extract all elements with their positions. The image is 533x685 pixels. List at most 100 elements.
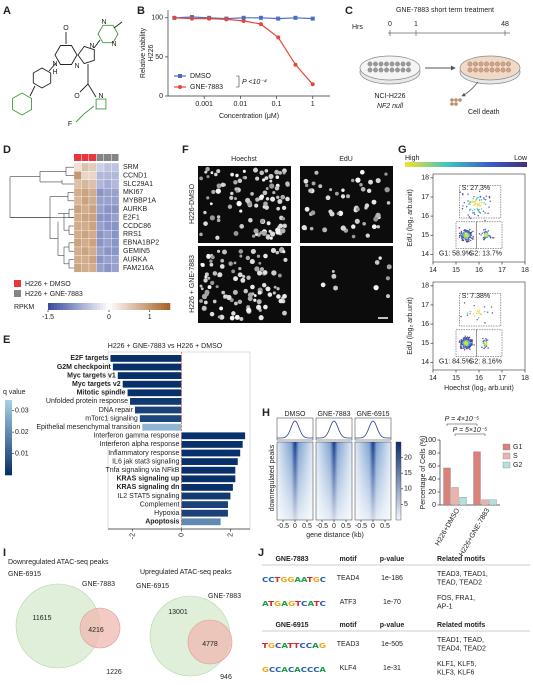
nucleus (261, 230, 267, 236)
cytometry-event (459, 191, 461, 193)
cell (367, 61, 373, 67)
nucleus (263, 201, 268, 207)
bar (139, 415, 182, 422)
cytometry-event (463, 302, 466, 304)
colorbar-segment (124, 303, 128, 310)
column-group-cell (111, 154, 119, 161)
nucleus (278, 298, 284, 304)
peak-heatmap-fade (316, 442, 352, 520)
x-tick-label: H226+GNE-7883 (458, 507, 491, 557)
nucleus (311, 181, 316, 186)
nucleus (277, 198, 283, 205)
nucleus (203, 278, 208, 283)
nucleus (270, 196, 276, 202)
colorbar-segment (5, 442, 12, 446)
x-tick-label: 0.5 (302, 523, 312, 530)
group-header: GNE-7883 (275, 556, 308, 563)
logo-letter: T (295, 600, 301, 608)
x-tick-label: 17 (498, 375, 506, 382)
cytometry-event (461, 239, 464, 242)
nucleus (270, 247, 277, 254)
colorbar-segment (5, 405, 12, 408)
profile-curve (355, 420, 391, 439)
bar (489, 499, 497, 506)
bracket (236, 75, 240, 88)
colorbar-segment (154, 303, 159, 310)
cytometry-event (477, 317, 480, 319)
nucleus (331, 269, 335, 273)
colorbar-tick-label: 1 (148, 314, 152, 321)
cytometry-event (489, 235, 491, 238)
nucleus (247, 296, 253, 302)
nucleus (237, 299, 243, 305)
nucleus (199, 176, 204, 181)
colorbar-label: Low (514, 155, 528, 162)
nucleus (272, 190, 276, 195)
nucleus (222, 249, 227, 255)
colorbar-segment (90, 303, 95, 310)
cytometry-event (460, 344, 462, 346)
y-tick-label: 20 (428, 489, 436, 496)
logo-letter: C (299, 642, 305, 650)
annotation: P = 4×10⁻⁵ (445, 416, 480, 423)
cytometry-event (489, 236, 492, 239)
nucleus (234, 314, 240, 320)
colorbar-tick-label: 0.03 (15, 408, 29, 415)
cytometry-event (464, 341, 467, 343)
cytometry-event (479, 205, 482, 207)
cytometry-event (478, 190, 481, 193)
y-tick-label: 60 (428, 463, 436, 470)
colorbar-segment (115, 303, 119, 310)
colorbar-tick-label: 15 (404, 470, 412, 477)
logo-letter: A (312, 642, 319, 650)
cytometry-event (483, 306, 486, 308)
cytometry-event (470, 339, 472, 341)
heatmap-cell (103, 230, 112, 239)
atom-label: O (74, 93, 80, 100)
heatmap-cell (73, 238, 82, 248)
nucleus (217, 272, 223, 278)
category-label: Myc targets v2 (72, 381, 121, 388)
nucleus (354, 218, 360, 224)
logo-letter: G (288, 600, 296, 608)
colorbar-segment (87, 303, 91, 310)
venn-set-label: GNE-7883 (208, 593, 241, 600)
cytometry-event (479, 212, 482, 214)
cytometry-event (484, 230, 487, 233)
y-tick-label: 100 (151, 15, 163, 22)
nucleus (249, 259, 255, 265)
cytometry-event (467, 200, 469, 202)
colorbar-tick-label: 10 (404, 486, 412, 493)
colorbar-segment (102, 303, 107, 310)
heatmap-cell (111, 213, 120, 222)
heatmap-cell (96, 188, 105, 197)
cytometry-event (467, 214, 469, 216)
cytometry-event (477, 205, 479, 207)
y-axis-label: downregulated peaks (269, 444, 276, 511)
x-tick-label: 0 (178, 533, 185, 537)
cytometry-event (467, 344, 469, 347)
nucleus (214, 172, 218, 177)
bond (83, 105, 95, 115)
nucleus (262, 270, 268, 275)
heatmap-cell (88, 171, 97, 180)
cytometry-event (486, 339, 489, 341)
heatmap-cell (81, 179, 90, 189)
colorbar-segment (57, 303, 61, 310)
cytometry-event (464, 335, 466, 337)
nucleus (229, 195, 234, 200)
heatmap-cell (88, 263, 97, 273)
cell (489, 61, 495, 67)
nucleus (206, 196, 210, 200)
cell (384, 67, 389, 73)
heatmap-cell (111, 255, 120, 264)
cell (395, 67, 400, 73)
cytometry-event (462, 238, 464, 240)
nucleus (216, 183, 222, 189)
colorbar-tick-label: 0.02 (15, 429, 29, 436)
atom-label: N (98, 93, 103, 100)
legend-label: G1 (513, 444, 522, 451)
gate (476, 329, 503, 357)
cytometry-event (465, 241, 468, 243)
nucleus (210, 171, 214, 175)
